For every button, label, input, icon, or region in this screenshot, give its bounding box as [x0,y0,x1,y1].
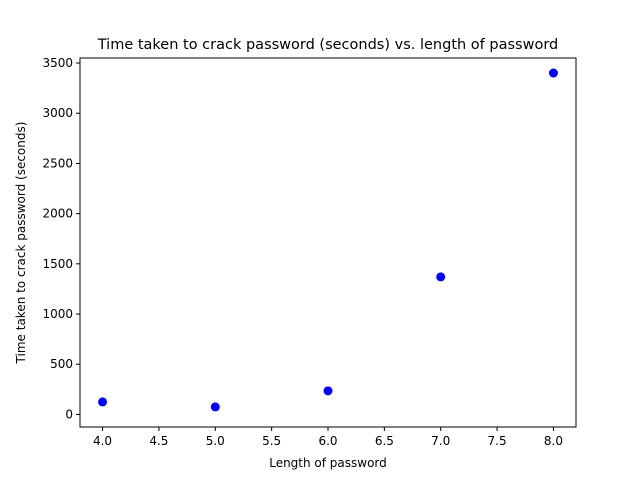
data-point [323,386,333,396]
x-tick-label: 6.5 [375,434,394,448]
y-tick-label: 1500 [42,257,73,271]
x-axis-title: Length of password [269,456,387,470]
x-tick-label: 7.5 [488,434,507,448]
x-tick-label: 7.0 [431,434,450,448]
y-tick-label: 500 [50,357,73,371]
y-tick-label: 1000 [42,307,73,321]
x-tick-label: 5.0 [206,434,225,448]
y-tick-label: 2000 [42,207,73,221]
y-axis: 0 500 1000 1500 2000 2500 3000 3500 [42,56,80,421]
y-tick-label: 3500 [42,56,73,70]
data-point [548,68,558,78]
y-tick-label: 2500 [42,156,73,170]
plot-frame [79,57,577,428]
x-tick-label: 4.0 [93,434,112,448]
y-tick-label: 0 [65,407,73,421]
data-point [436,272,446,282]
y-axis-title: Time taken to crack password (seconds) [14,122,28,365]
x-tick-label: 5.5 [262,434,281,448]
x-axis: 4.0 4.5 5.0 5.5 6.0 6.5 7.0 7.5 8.0 [93,427,563,448]
chart-title: Time taken to crack password (seconds) v… [97,37,558,53]
x-tick-label: 8.0 [544,434,563,448]
data-point [210,402,220,412]
x-tick-label: 4.5 [149,434,168,448]
y-tick-label: 3000 [42,106,73,120]
data-point [98,397,108,407]
plot-area [98,68,558,412]
x-tick-label: 6.0 [318,434,337,448]
